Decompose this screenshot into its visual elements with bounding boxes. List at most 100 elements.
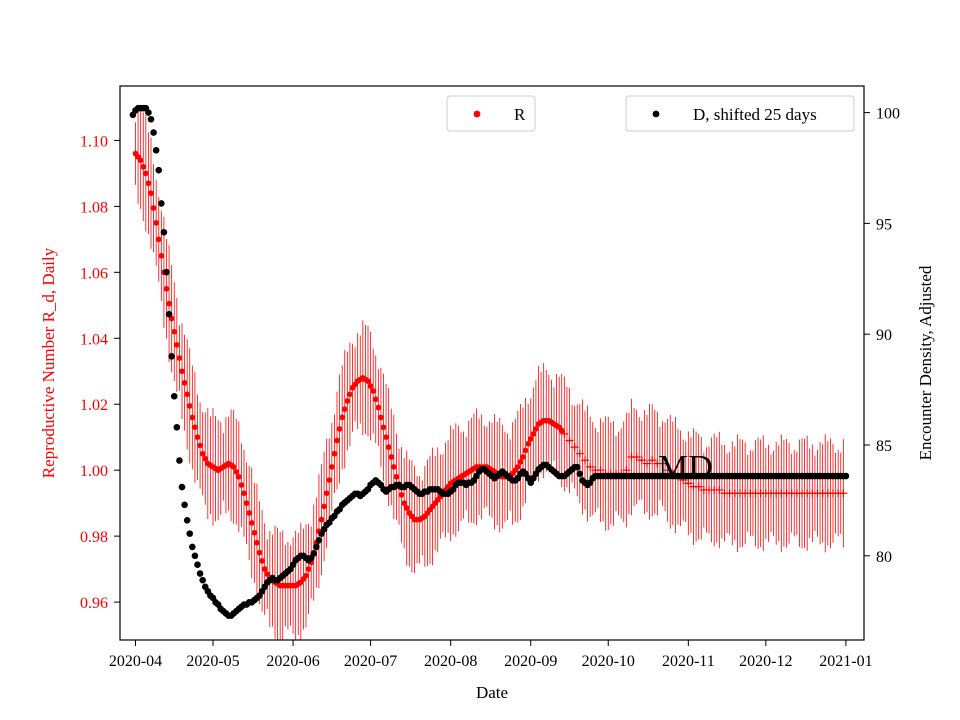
r-point xyxy=(334,437,340,444)
r-point xyxy=(391,464,397,470)
d-point xyxy=(181,501,188,509)
legend-r-marker xyxy=(473,110,481,118)
r-point xyxy=(150,205,157,211)
y-left-tick-label: 1.06 xyxy=(80,265,108,282)
legend-d-label: D, shifted 25 days xyxy=(693,105,817,124)
d-point xyxy=(186,530,194,537)
y-axis-left: 0.96 0.98 1.00 1.02 1.04 1.06 1.08 1.10 xyxy=(80,133,120,612)
legend-d-marker xyxy=(652,110,660,118)
r-point-plus xyxy=(694,482,703,491)
r-point xyxy=(140,163,147,170)
x-axis: 2020-04 2020-05 2020-06 2020-07 2020-08 2020-… xyxy=(109,640,873,670)
d-point xyxy=(155,166,163,174)
r-point xyxy=(305,566,312,572)
x-tick-label: 2020-12 xyxy=(739,653,792,670)
r-series xyxy=(132,150,848,589)
r-point xyxy=(375,404,382,411)
legend-r-box xyxy=(446,95,536,132)
r-point xyxy=(230,464,237,470)
d-point xyxy=(168,353,175,360)
r-point xyxy=(378,414,384,421)
r-point xyxy=(367,383,374,389)
r-point xyxy=(243,500,250,506)
r-point xyxy=(331,450,338,457)
r-point xyxy=(155,236,162,243)
r-point xyxy=(383,434,389,440)
x-tick-label: 2020-08 xyxy=(424,653,477,670)
r-point-plus xyxy=(560,429,569,438)
r-point xyxy=(236,473,242,480)
r-point xyxy=(326,477,333,483)
d-point xyxy=(313,543,320,551)
y-right-tick-label: 100 xyxy=(876,106,900,123)
y-left-tick-label: 0.98 xyxy=(80,529,108,546)
r-point-plus xyxy=(637,456,646,465)
y-left-tick-label: 1.10 xyxy=(80,133,108,150)
r-point xyxy=(189,414,196,421)
y-right-tick-label: 80 xyxy=(876,549,892,566)
d-point xyxy=(176,457,183,464)
y-axis-right: 80 85 90 95 100 xyxy=(864,106,900,566)
r-point xyxy=(398,492,405,498)
r-point xyxy=(197,442,203,449)
r-point xyxy=(341,406,348,412)
r-point xyxy=(336,426,343,432)
d-point xyxy=(163,268,170,276)
d-point xyxy=(189,543,196,551)
x-tick-label: 2020-10 xyxy=(582,653,635,670)
legend-d: D, shifted 25 days xyxy=(625,95,855,132)
r-point xyxy=(202,455,209,462)
r-point xyxy=(533,426,539,432)
plot-area-frame xyxy=(119,85,865,641)
d-point xyxy=(147,115,155,123)
r-point xyxy=(184,391,190,398)
d-point xyxy=(573,463,581,471)
d-point xyxy=(165,310,173,318)
x-tick-label: 2021-01 xyxy=(819,653,872,670)
x-tick-label: 2020-09 xyxy=(504,653,557,670)
r-point xyxy=(251,530,258,536)
x-tick-label: 2020-05 xyxy=(186,653,239,670)
r-point xyxy=(530,431,537,437)
d-point xyxy=(196,570,204,577)
x-tick-label: 2020-04 xyxy=(109,653,162,670)
x-tick-label: 2020-07 xyxy=(344,653,397,670)
d-series xyxy=(129,104,850,619)
r-point xyxy=(525,440,531,447)
r-point xyxy=(148,190,154,196)
r-point-plus xyxy=(715,485,724,494)
md-annotation: MD xyxy=(658,449,713,486)
r-point xyxy=(403,505,410,511)
r-point xyxy=(323,490,330,497)
r-point xyxy=(517,459,524,465)
d-point xyxy=(173,423,181,431)
r-point xyxy=(179,368,185,375)
r-point xyxy=(385,444,392,450)
r-point xyxy=(259,558,265,564)
r-point xyxy=(558,427,565,434)
r-point xyxy=(393,473,400,480)
r-point xyxy=(176,355,183,361)
x-tick-label: 2020-11 xyxy=(662,653,715,670)
r-point xyxy=(171,328,178,335)
r-point xyxy=(365,378,371,384)
d-point xyxy=(160,228,168,236)
r-point xyxy=(329,464,335,470)
r-point-plus xyxy=(632,452,641,461)
d-point xyxy=(842,472,850,480)
d-point xyxy=(576,470,584,478)
d-point xyxy=(145,109,152,116)
y-left-tick-label: 1.02 xyxy=(80,397,108,414)
r-point xyxy=(318,516,325,523)
r-point xyxy=(194,434,201,440)
r-point xyxy=(372,396,379,403)
r-point xyxy=(303,572,309,579)
y-right-tick-label: 90 xyxy=(876,327,892,344)
d-point xyxy=(191,552,199,560)
d-point xyxy=(310,550,318,557)
r-point xyxy=(241,490,247,497)
r-point xyxy=(254,539,260,546)
d-point xyxy=(152,146,160,154)
d-point xyxy=(315,536,323,544)
